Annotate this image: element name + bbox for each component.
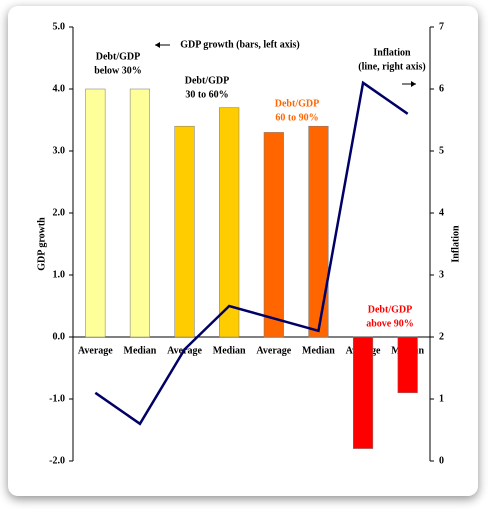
- y-tick-label: 3.0: [53, 145, 66, 156]
- y2-tick-label: 6: [439, 83, 444, 94]
- y2-tick-label: 0: [439, 455, 444, 466]
- x-tick-label: Median: [213, 345, 246, 356]
- x-tick-label: Median: [302, 345, 335, 356]
- y2-tick-label: 7: [439, 21, 444, 32]
- y2-tick-label: 5: [439, 145, 444, 156]
- bar: [397, 336, 418, 394]
- y-tick-label: 0.0: [53, 331, 66, 342]
- y2-tick-label: 3: [439, 269, 444, 280]
- y2-tick-label: 2: [439, 331, 444, 342]
- y2-tick-label: 4: [439, 207, 444, 218]
- annotation: Debt/GDP: [275, 98, 319, 109]
- bar: [352, 336, 374, 449]
- y-tick-label: -2.0: [49, 455, 65, 466]
- annotation: below 30%: [94, 65, 142, 76]
- y-tick-label: -1.0: [49, 393, 65, 404]
- y2-axis-label: Inflation: [450, 225, 461, 263]
- y-axis-label: GDP growth: [36, 217, 47, 271]
- bar: [174, 125, 195, 338]
- arrow-head: [155, 42, 160, 48]
- bar: [85, 88, 106, 338]
- annotation: (line, right axis): [358, 61, 426, 72]
- annotation: 30 to 60%: [185, 89, 228, 100]
- annotation: Debt/GDP: [96, 51, 140, 62]
- y-tick-label: 4.0: [53, 83, 66, 94]
- line: [94, 80, 409, 426]
- y2-tick-label: 1: [439, 393, 444, 404]
- bar: [129, 88, 151, 338]
- bar: [263, 132, 284, 338]
- annotation: Debt/GDP: [368, 304, 412, 315]
- annotation: Inflation: [373, 47, 411, 58]
- y-tick-label: 5.0: [53, 21, 66, 32]
- arrow-head: [411, 81, 416, 87]
- annotation: 60 to 90%: [275, 112, 318, 123]
- bar: [219, 107, 240, 338]
- annotation: above 90%: [366, 318, 414, 329]
- x-tick-label: Median: [124, 345, 157, 356]
- x-tick-label: Average: [256, 345, 291, 356]
- x-tick-label: Average: [78, 345, 113, 356]
- annotation: Debt/GDP: [185, 75, 229, 86]
- y-tick-label: 2.0: [53, 207, 66, 218]
- bar: [308, 125, 329, 338]
- annotation: GDP growth (bars, left axis): [180, 39, 300, 50]
- y-tick-label: 1.0: [53, 269, 66, 280]
